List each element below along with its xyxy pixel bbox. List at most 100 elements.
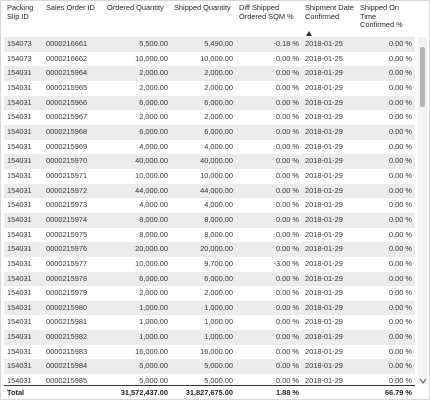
- table-row: 154031 0000215973 4,000.00 4,000.00 0.00 % 20…: [4, 198, 415, 213]
- column-header: Shipped Quantity: [174, 3, 231, 12]
- table-cell: 154031: [4, 359, 43, 375]
- table-cell: 9,700.00: [204, 258, 233, 268]
- table-cell: 0000215981: [46, 317, 88, 327]
- table-row: 154031 0000215975 8,000.00 8,000.00 0.00 % 20…: [4, 228, 415, 243]
- table-cell: 10,000.00: [200, 53, 233, 63]
- table-cell: 154031: [4, 300, 43, 316]
- table-cell: 5,000.00: [204, 376, 233, 384]
- table-cell: 2,000.00: [139, 288, 168, 298]
- table-row: 154031 0000215966 6,000.00 6,000.00 0.00 % 20…: [4, 95, 415, 111]
- table-cell: 0.00 %: [275, 82, 299, 92]
- table-cell: 0.00 %: [357, 359, 415, 375]
- table-cell: 0.00 %: [388, 141, 412, 151]
- table-cell: 40,000.00: [104, 154, 171, 169]
- table-cell: 2018-01-29: [305, 258, 343, 268]
- table-cell: 2018-01-29: [305, 170, 343, 180]
- table-cell: 0.00 %: [275, 141, 299, 151]
- table-total: Total 31,572,437.00 31,827,675.00 1.88 % 66.…: [4, 385, 415, 400]
- table-cell: 2,000.00: [171, 66, 236, 81]
- table-cell: 0000215978: [43, 271, 104, 287]
- table-cell: 0000215967: [46, 112, 88, 122]
- table-row: 154031 0000215980 1,000.00 1,000.00 0.00 % 20…: [4, 300, 415, 316]
- table-cell: 154031: [4, 124, 43, 140]
- table-cell: 0.00 %: [236, 330, 302, 345]
- table-cell: 0.00 %: [388, 200, 412, 210]
- table-row: 154031 0000215971 10,000.00 10,000.00 0.00 %…: [4, 169, 415, 184]
- table-cell: 2018-01-29: [302, 183, 357, 199]
- table-cell: 2,000.00: [139, 82, 168, 92]
- table-row: 154031 0000215967 2,000.00 2,000.00 0.00 % 20…: [4, 110, 415, 125]
- table-cell: 0000215964: [43, 66, 104, 81]
- scrollbar[interactable]: [418, 37, 427, 384]
- table-cell: 0000215985: [46, 376, 88, 384]
- scroll-thumb[interactable]: [420, 47, 425, 107]
- table-cell: 154031: [4, 271, 43, 287]
- table-cell: 154031: [7, 346, 32, 356]
- table-cell: 8,000.00: [204, 229, 233, 239]
- table-cell: 0.00 %: [236, 154, 302, 169]
- table-cell: 8,000.00: [104, 212, 171, 228]
- table-cell: 0.00 %: [236, 271, 302, 287]
- table-cell: 0.00 %: [388, 82, 412, 92]
- table-row: 154031 0000215969 4,000.00 4,000.00 0.00 % 20…: [4, 140, 415, 155]
- table-cell: -0.18 %: [236, 37, 302, 52]
- table-row: 154031 0000215982 1,000.00 1,000.00 0.00 % 20…: [4, 330, 415, 345]
- table-cell: 5,490.00: [171, 37, 236, 52]
- table-cell: 154031: [4, 330, 43, 345]
- table-cell: 154073: [4, 37, 43, 52]
- table-cell: 2018-01-25: [302, 37, 357, 52]
- table-row: 154031 0000215981 1,000.00 1,000.00 0.00 % 20…: [4, 315, 415, 330]
- table-cell: 0000215975: [46, 229, 88, 239]
- table-row: 154031 0000215968 6,000.00 6,000.00 0.00 % 20…: [4, 124, 415, 140]
- table-cell: 0.00 %: [388, 112, 412, 122]
- table-cell: 0.00 %: [357, 300, 415, 316]
- table-cell: 0.00 %: [236, 95, 302, 111]
- table-cell: 0.00 %: [275, 288, 299, 298]
- table-cell: 4,000.00: [204, 200, 233, 210]
- table-row: 154031 0000215978 6,000.00 6,000.00 0.00 % 20…: [4, 271, 415, 287]
- scroll-down-arrow[interactable]: [419, 378, 427, 384]
- table-cell: 1,000.00: [204, 317, 233, 327]
- table-cell: 2018-01-29: [305, 376, 343, 384]
- table-cell: 154031: [7, 317, 32, 327]
- table-cell: 154031: [7, 200, 32, 210]
- table-cell: 2018-01-29: [302, 154, 357, 169]
- table-cell: 0.00 %: [388, 53, 412, 63]
- table-cell: 5,000.00: [104, 359, 171, 375]
- table-row: 154031 0000215964 2,000.00 2,000.00 0.00 % 20…: [4, 66, 415, 81]
- table-cell: 44,000.00: [104, 183, 171, 199]
- table-cell: 0.00 %: [388, 258, 412, 268]
- total-cell: [43, 386, 104, 400]
- table-cell: 10,000.00: [135, 258, 168, 268]
- table-row: 154031 0000215976 20,000.00 20,000.00 0.00 %…: [4, 242, 415, 257]
- table-cell: 8,000.00: [171, 212, 236, 228]
- total-cell: Total: [7, 388, 25, 397]
- table-cell: 0000215971: [46, 170, 88, 180]
- table-cell: 1,000.00: [139, 317, 168, 327]
- table-cell: 0000216661: [43, 37, 104, 52]
- table-cell: 6,000.00: [104, 124, 171, 140]
- sort-arrow[interactable]: [306, 31, 312, 36]
- table-cell: 1,000.00: [171, 300, 236, 316]
- table-cell: 0.00 %: [236, 66, 302, 81]
- table-cell: 2,000.00: [204, 288, 233, 298]
- table-row: 154031 0000215965 2,000.00 2,000.00 0.00 % 20…: [4, 81, 415, 96]
- table-cell: 154031: [4, 212, 43, 228]
- table-cell: 2018-01-29: [305, 229, 343, 239]
- table-cell: 0000215982: [43, 330, 104, 345]
- table-cell: 6,000.00: [171, 124, 236, 140]
- table-cell: 154031: [7, 288, 32, 298]
- table-cell: 6,000.00: [171, 95, 236, 111]
- table-cell: 0.00 %: [388, 229, 412, 239]
- table-cell: 5,000.00: [171, 359, 236, 375]
- table-cell: 0000216662: [46, 53, 88, 63]
- table-cell: 0.00 %: [275, 229, 299, 239]
- table-cell: 1,000.00: [104, 300, 171, 316]
- table-cell: 2,000.00: [204, 112, 233, 122]
- table-cell: 154031: [4, 183, 43, 199]
- table-cell: 10,000.00: [135, 170, 168, 180]
- table-cell: 2018-01-29: [302, 124, 357, 140]
- table-cell: 0000215972: [43, 183, 104, 199]
- table-cell: 2018-01-29: [302, 271, 357, 287]
